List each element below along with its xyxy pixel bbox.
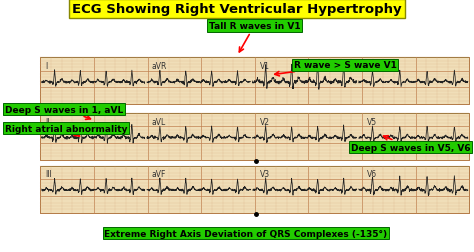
Text: aVL: aVL — [152, 117, 166, 126]
Text: V5: V5 — [367, 117, 377, 126]
Text: III: III — [45, 169, 52, 178]
Text: aVF: aVF — [152, 169, 166, 178]
Text: V1: V1 — [260, 62, 270, 71]
Text: ECG Showing Right Ventricular Hypertrophy: ECG Showing Right Ventricular Hypertroph… — [72, 3, 402, 16]
FancyBboxPatch shape — [40, 113, 469, 160]
FancyBboxPatch shape — [40, 58, 469, 105]
Text: R wave > S wave V1: R wave > S wave V1 — [275, 61, 397, 77]
Text: V6: V6 — [367, 169, 377, 178]
Text: I: I — [45, 62, 47, 71]
Text: II: II — [45, 117, 49, 126]
FancyBboxPatch shape — [40, 166, 469, 213]
Text: Deep S waves in 1, aVL: Deep S waves in 1, aVL — [5, 105, 123, 120]
Text: V4: V4 — [367, 62, 377, 71]
Text: V2: V2 — [260, 117, 270, 126]
Text: Extreme Right Axis Deviation of QRS Complexes (-135°): Extreme Right Axis Deviation of QRS Comp… — [104, 229, 387, 238]
Text: Deep S waves in V5, V6: Deep S waves in V5, V6 — [351, 136, 470, 152]
Text: aVR: aVR — [152, 62, 167, 71]
Text: Right atrial abnormality: Right atrial abnormality — [5, 124, 127, 137]
Text: V3: V3 — [260, 169, 270, 178]
Text: Tall R waves in V1: Tall R waves in V1 — [209, 22, 300, 53]
